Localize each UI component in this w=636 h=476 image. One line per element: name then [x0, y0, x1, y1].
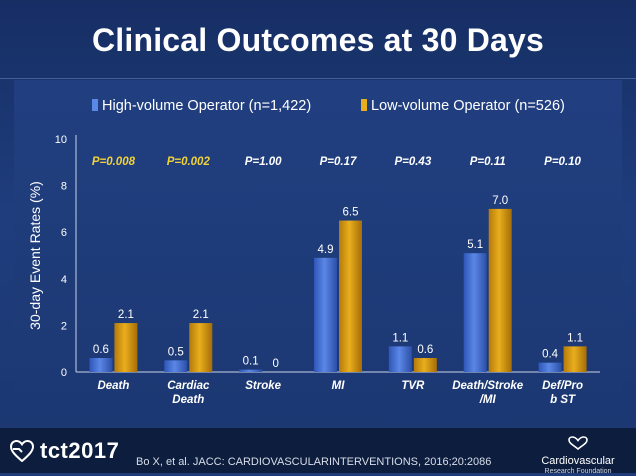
pvalue-6: P=0.10 — [544, 156, 581, 168]
y-tick-label-0: 0 — [61, 367, 67, 379]
crf-logo-name: Cardiovascular — [541, 455, 615, 467]
category-label-3-0: MI — [332, 380, 346, 392]
category-label-4-0: TVR — [401, 380, 425, 392]
bar-low-3 — [339, 220, 362, 372]
legend-swatch-1 — [361, 99, 367, 111]
crf-logo: Cardiovascular Research Foundation — [528, 436, 628, 475]
bars-group — [89, 208, 587, 372]
crf-heart-icon — [568, 436, 588, 451]
y-tick-label-8: 8 — [61, 181, 67, 193]
data-label-low-2: 0 — [272, 358, 278, 370]
bar-high-0 — [89, 358, 113, 372]
data-label-low-6: 1.1 — [567, 332, 583, 344]
bar-chart: High-volume Operator (n=1,422) Low-volume… — [27, 98, 600, 406]
data-label-low-4: 0.6 — [417, 344, 433, 356]
crf-logo-subtitle: Research Foundation — [544, 468, 612, 475]
category-label-0-0: Death — [97, 380, 129, 392]
bar-high-3 — [314, 257, 337, 372]
citation: Bo X, et al. JACC: CARDIOVASCULARINTERVE… — [136, 456, 492, 468]
pvalue-1: P=0.002 — [167, 156, 211, 168]
category-label-1-1: Death — [172, 394, 204, 406]
heart-logo-icon — [10, 440, 34, 462]
data-label-low-5: 7.0 — [492, 195, 508, 207]
bar-high-5 — [463, 253, 487, 372]
legend-swatch-0 — [92, 99, 98, 111]
pvalue-5: P=0.11 — [470, 156, 506, 168]
chart-legend: High-volume Operator (n=1,422) Low-volume… — [92, 98, 565, 114]
bar-high-4 — [388, 346, 412, 372]
bar-high-1 — [164, 360, 188, 372]
bar-low-0 — [114, 323, 138, 372]
category-label-2-0: Stroke — [245, 380, 281, 392]
data-labels-group: 0.6 2.1 0.5 2.1 0.1 0 4.9 6.5 1.1 0.6 5.1 7.0 0.4 1.1 — [93, 195, 583, 370]
bar-low-6 — [563, 346, 587, 372]
pvalues-group: P=0.008 P=0.002 P=1.00 P=0.17 P=0.43 P=0.11 P=… — [92, 156, 582, 168]
y-tick-label-6: 6 — [61, 227, 67, 239]
y-tick-label-4: 4 — [61, 274, 67, 286]
pvalue-0: P=0.008 — [92, 156, 136, 168]
category-label-5-0: Death/Stroke — [452, 380, 524, 392]
slide-title: Clinical Outcomes at 30 Days — [91, 22, 544, 58]
tct-logo: tct2017 — [10, 436, 119, 466]
title-divider — [0, 78, 636, 79]
data-label-high-3: 4.9 — [318, 244, 334, 256]
bar-low-4 — [413, 358, 437, 372]
footer-bar — [0, 428, 636, 473]
data-label-high-4: 1.1 — [392, 332, 408, 344]
bar-low-1 — [189, 323, 213, 372]
data-label-low-0: 2.1 — [118, 309, 134, 321]
pvalue-4: P=0.43 — [394, 156, 431, 168]
x-categories-group: Death Cardiac Death Stroke MI TVR Death/Stroke… — [97, 380, 583, 406]
y-tick-label-10: 10 — [55, 134, 67, 146]
legend-label-0: High-volume Operator (n=1,422) — [102, 98, 311, 114]
data-label-high-0: 0.6 — [93, 344, 109, 356]
pvalue-3: P=0.17 — [320, 156, 357, 168]
category-label-6-1: b ST — [550, 394, 576, 406]
data-label-high-5: 5.1 — [467, 239, 483, 251]
data-label-low-3: 6.5 — [343, 207, 359, 219]
legend-label-1: Low-volume Operator (n=526) — [371, 98, 565, 114]
data-label-high-2: 0.1 — [243, 356, 259, 368]
category-label-6-0: Def/Pro — [542, 380, 583, 392]
y-tick-label-2: 2 — [61, 320, 67, 332]
bar-low-5 — [488, 208, 512, 372]
bar-high-2 — [239, 369, 263, 372]
tct-logo-text: tct2017 — [40, 438, 120, 463]
y-axis: 0 2 4 6 8 10 30-day Event Rates (%) — [27, 134, 600, 379]
data-label-high-1: 0.5 — [168, 346, 184, 358]
category-label-1-0: Cardiac — [167, 380, 210, 392]
data-label-high-6: 0.4 — [542, 349, 559, 361]
bar-high-6 — [538, 362, 562, 372]
category-label-5-1: /MI — [479, 394, 497, 406]
data-label-low-1: 2.1 — [193, 309, 209, 321]
y-axis-title: 30-day Event Rates (%) — [27, 181, 43, 330]
pvalue-2: P=1.00 — [245, 156, 282, 168]
